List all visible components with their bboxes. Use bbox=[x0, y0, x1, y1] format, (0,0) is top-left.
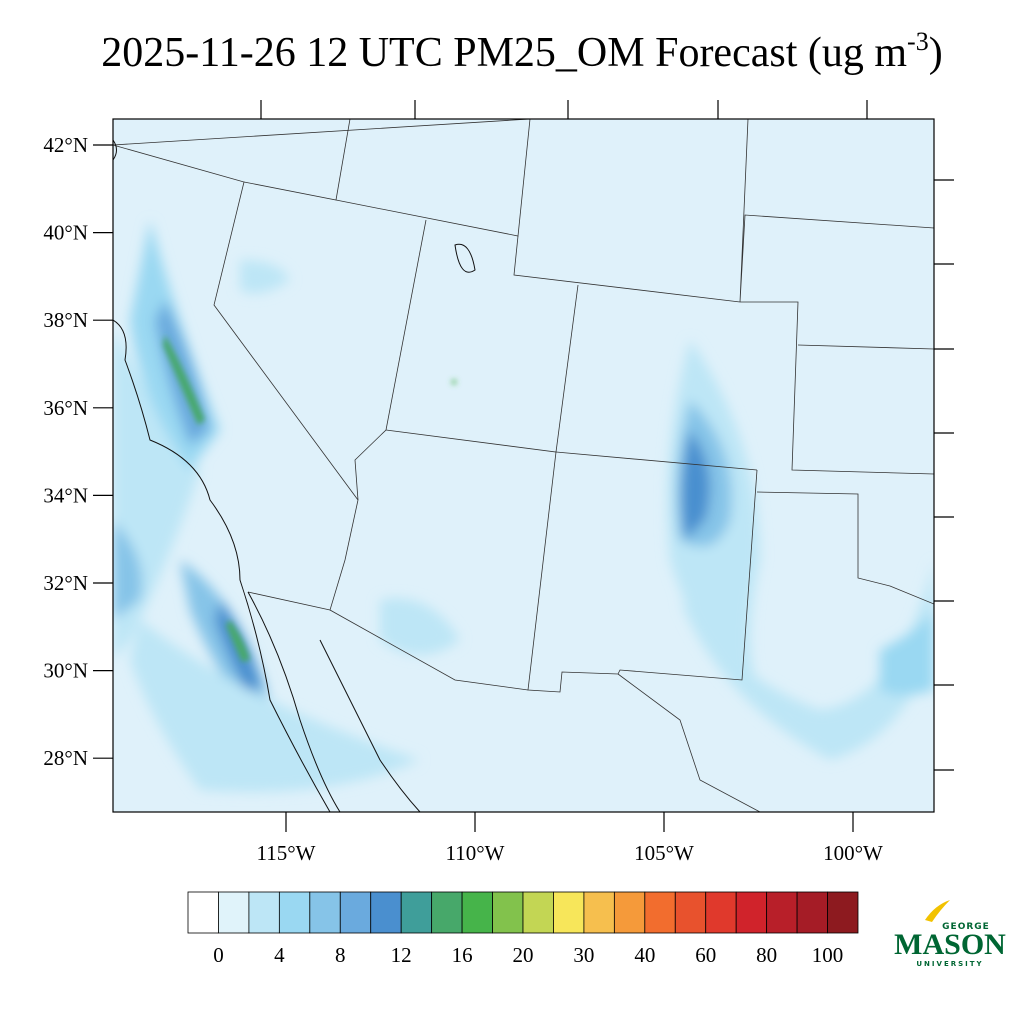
smoke-plumes bbox=[113, 220, 934, 792]
lat-label: 28°N bbox=[43, 746, 88, 770]
lat-label: 40°N bbox=[43, 221, 88, 245]
lon-label: 100°W bbox=[823, 841, 883, 865]
colorbar-label: 100 bbox=[812, 943, 844, 967]
lat-label: 42°N bbox=[43, 133, 88, 157]
title: 2025-11-26 12 UTC PM25_OM Forecast (ug m… bbox=[101, 27, 942, 76]
colorbar-label: 16 bbox=[452, 943, 473, 967]
logo-bottom: UNIVERSITY bbox=[916, 960, 983, 968]
colorbar-label: 60 bbox=[695, 943, 716, 967]
lat-label: 38°N bbox=[43, 308, 88, 332]
logo-main: MASON bbox=[894, 928, 1006, 961]
colorbar-box bbox=[461, 891, 493, 934]
lat-label: 34°N bbox=[43, 483, 88, 507]
map-frame bbox=[112, 118, 935, 813]
colorbar-box bbox=[248, 891, 280, 934]
colorbar-label: 0 bbox=[213, 943, 224, 967]
colorbar-box bbox=[522, 891, 554, 934]
logo: GEORGE MASON UNIVERSITY bbox=[894, 900, 1006, 968]
colorbar-label: 4 bbox=[274, 943, 285, 967]
colorbar-box bbox=[553, 891, 585, 934]
colorbar-box bbox=[218, 891, 250, 934]
lat-label: 36°N bbox=[43, 396, 88, 420]
colorbar-label: 12 bbox=[391, 943, 412, 967]
colorbar-box bbox=[370, 891, 402, 934]
smoke-core bbox=[163, 335, 456, 662]
colorbar-box bbox=[187, 891, 219, 934]
colorbar-label: 20 bbox=[513, 943, 534, 967]
colorbar-box bbox=[766, 891, 798, 934]
colorbar-box bbox=[431, 891, 463, 934]
colorbar-box bbox=[705, 891, 737, 934]
frame-ticks bbox=[260, 100, 954, 771]
map bbox=[113, 119, 934, 812]
colorbar-box bbox=[796, 891, 828, 934]
colorbar-box bbox=[400, 891, 433, 934]
colorbar-box bbox=[613, 891, 646, 934]
axis-labels: 42°N 40°N 38°N 36°N 34°N 32°N 30°N 28°N 115°W 110… bbox=[43, 133, 883, 865]
coastline bbox=[113, 139, 476, 812]
colorbar-box bbox=[827, 891, 859, 934]
colorbar-box bbox=[644, 891, 676, 934]
lon-label: 105°W bbox=[634, 841, 694, 865]
lon-label: 110°W bbox=[446, 841, 505, 865]
logo-top: GEORGE bbox=[942, 922, 990, 932]
colorbar-box bbox=[278, 891, 311, 934]
colorbar: 0 4 8 12 16 20 30 40 60 80 100 bbox=[187, 891, 859, 967]
colorbar-label: 80 bbox=[756, 943, 777, 967]
lat-label: 30°N bbox=[43, 659, 88, 683]
colorbar-box bbox=[492, 891, 524, 934]
lon-label: 115°W bbox=[257, 841, 316, 865]
colorbar-box bbox=[583, 891, 615, 934]
colorbar-label: 40 bbox=[634, 943, 655, 967]
state-borders bbox=[113, 119, 934, 812]
colorbar-label: 8 bbox=[335, 943, 346, 967]
colorbar-box bbox=[674, 891, 707, 934]
colorbar-box bbox=[339, 891, 372, 934]
colorbar-label: 30 bbox=[573, 943, 594, 967]
colorbar-box bbox=[735, 891, 768, 934]
colorbar-box bbox=[309, 891, 341, 934]
lat-label: 32°N bbox=[43, 571, 88, 595]
